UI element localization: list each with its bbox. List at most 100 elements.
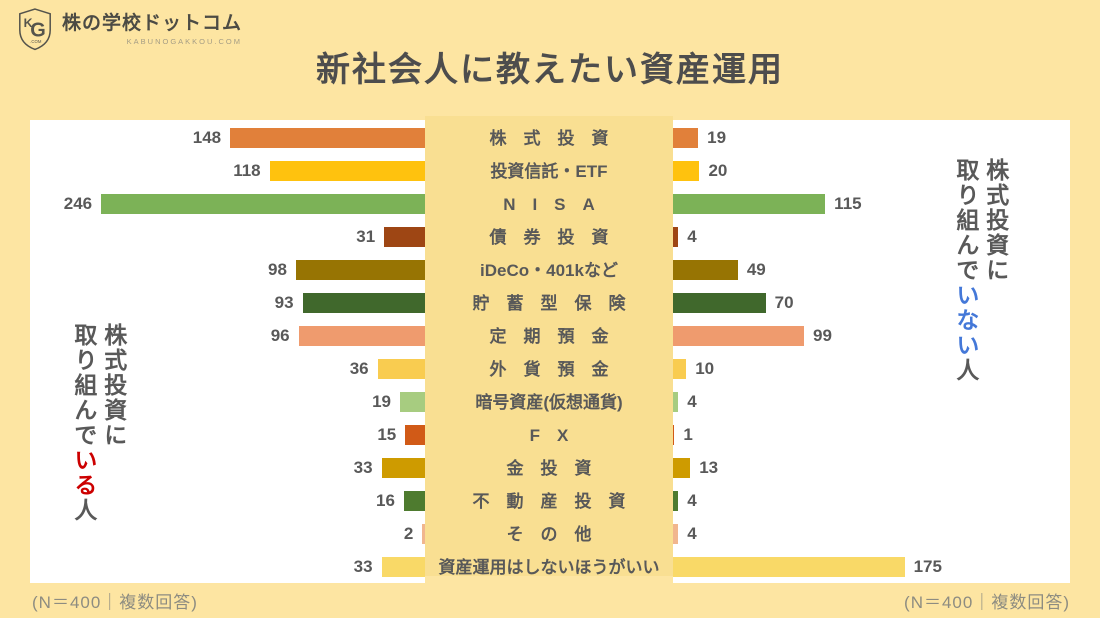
value-label-right: 13 bbox=[699, 457, 719, 477]
bar-left bbox=[230, 127, 425, 148]
value-label-left: 19 bbox=[372, 391, 391, 411]
value-label-right: 99 bbox=[813, 325, 832, 345]
bar-row-right-7: 10 bbox=[673, 352, 1070, 385]
bar-left bbox=[295, 259, 425, 280]
bar-right bbox=[673, 160, 700, 181]
value-label-left: 148 bbox=[192, 127, 222, 147]
bar-right bbox=[673, 457, 691, 478]
value-label-left: 118 bbox=[233, 160, 261, 180]
value-label-right: 10 bbox=[695, 358, 715, 378]
group-label-right-highlight: いない bbox=[952, 283, 979, 358]
value-label-right: 70 bbox=[774, 292, 794, 312]
category-row-2: N I S A bbox=[425, 186, 673, 219]
category-label: 定 期 預 金 bbox=[489, 327, 609, 346]
category-label: 投資信託・ETF bbox=[490, 162, 608, 181]
bar-left bbox=[381, 556, 425, 577]
page-title: 新社会人に教えたい資産運用 bbox=[316, 51, 784, 89]
bar-row-left-7: 36 bbox=[30, 352, 425, 385]
bar-row-right-4: 49 bbox=[673, 253, 1070, 286]
category-row-11: 不 動 産 投 資 bbox=[425, 483, 673, 516]
bar-left bbox=[298, 325, 425, 346]
value-label-right: 1 bbox=[683, 424, 693, 444]
category-label: そ の 他 bbox=[506, 525, 592, 544]
category-label: iDeCo・401kなど bbox=[480, 261, 618, 280]
svg-text:K: K bbox=[24, 16, 33, 30]
bar-row-right-3: 4 bbox=[673, 220, 1070, 253]
bar-left bbox=[302, 292, 425, 313]
bar-row-left-12: 2 bbox=[30, 517, 425, 550]
category-row-4: iDeCo・401kなど bbox=[425, 252, 673, 285]
bar-row-left-3: 31 bbox=[30, 220, 425, 253]
category-row-1: 投資信託・ETF bbox=[425, 153, 673, 186]
left-rows: 148 118 246 31 98 93 96 36 19 15 33 16 2 33 bbox=[30, 120, 425, 583]
category-label: 株 式 投 資 bbox=[489, 129, 609, 148]
logo-text: 株の学校ドットコム KABUNOGAKKOU.COM bbox=[62, 7, 242, 46]
bar-row-left-10: 33 bbox=[30, 451, 425, 484]
category-strip: 株 式 投 資投資信託・ETF N I S A 債 券 投 資 iDeCo・401kな… bbox=[425, 116, 673, 577]
value-label-right: 49 bbox=[746, 259, 766, 279]
bar-row-right-6: 99 bbox=[673, 319, 1070, 352]
bar-row-left-8: 19 bbox=[30, 385, 425, 418]
bar-row-right-1: 20 bbox=[673, 154, 1070, 187]
caption-right: (N＝400｜複数回答) bbox=[904, 593, 1070, 612]
right-rows: 19 20 115 4 49 70 99 10 4 1 13 4 4 175 bbox=[673, 120, 1070, 583]
category-row-10: 金 投 資 bbox=[425, 450, 673, 483]
value-label-right: 20 bbox=[708, 160, 728, 180]
svg-text:G: G bbox=[30, 20, 46, 42]
bar-row-left-13: 33 bbox=[30, 550, 425, 583]
caption-left: (N＝400｜複数回答) bbox=[32, 593, 198, 612]
bar-row-left-11: 16 bbox=[30, 484, 425, 517]
category-row-12: そ の 他 bbox=[425, 516, 673, 549]
category-row-0: 株 式 投 資 bbox=[425, 120, 673, 153]
category-label: 債 券 投 資 bbox=[489, 228, 609, 247]
value-label-right: 19 bbox=[707, 127, 727, 147]
value-label-right: 4 bbox=[687, 490, 697, 510]
shield-monogram-icon: K G .COM bbox=[19, 8, 51, 51]
bar-row-right-10: 13 bbox=[673, 451, 1070, 484]
category-label: 不 動 産 投 資 bbox=[472, 492, 626, 511]
category-label: 暗号資産(仮想通貨) bbox=[475, 393, 623, 412]
bar-left bbox=[422, 523, 425, 544]
bar-row-left-0: 148 bbox=[30, 121, 425, 154]
bar-row-left-2: 246 bbox=[30, 187, 425, 220]
bar-row-right-8: 4 bbox=[673, 385, 1070, 418]
group-label-right-line2: 取り組んでいない人 bbox=[952, 158, 979, 383]
bar-left bbox=[101, 193, 425, 214]
value-label-left: 33 bbox=[353, 556, 373, 576]
category-label: N I S A bbox=[503, 195, 595, 214]
bar-left bbox=[381, 457, 425, 478]
bar-right bbox=[673, 226, 679, 247]
bar-left bbox=[399, 391, 425, 412]
group-label-right: 株式投資に 取り組んでいない人 bbox=[950, 158, 1010, 383]
group-label-left-line1: 株式投資に bbox=[100, 323, 127, 448]
brand-name: 株の学校ドットコム bbox=[62, 13, 243, 34]
value-label-right: 175 bbox=[913, 556, 942, 576]
value-label-left: 33 bbox=[353, 457, 373, 477]
value-label-left: 246 bbox=[63, 193, 93, 213]
bar-right bbox=[673, 193, 826, 214]
value-label-left: 36 bbox=[349, 358, 369, 378]
category-label: F X bbox=[529, 426, 569, 445]
value-label-left: 96 bbox=[270, 325, 290, 345]
bar-left bbox=[377, 358, 425, 379]
bar-right bbox=[673, 523, 679, 544]
category-label: 貯 蓄 型 保 険 bbox=[472, 294, 626, 313]
bar-right bbox=[673, 358, 687, 379]
bar-row-right-11: 4 bbox=[673, 484, 1070, 517]
svg-text:.COM: .COM bbox=[30, 39, 42, 44]
value-label-left: 93 bbox=[274, 292, 294, 312]
bar-right bbox=[673, 424, 675, 445]
value-label-right: 4 bbox=[687, 523, 697, 543]
value-label-left: 16 bbox=[376, 490, 395, 510]
value-label-left: 31 bbox=[356, 226, 376, 246]
category-row-13: 資産運用はしないほうがいい bbox=[425, 549, 673, 582]
bar-row-right-9: 1 bbox=[673, 418, 1070, 451]
group-label-left: 株式投資に 取り組んでいる人 bbox=[68, 323, 128, 523]
bar-row-right-2: 115 bbox=[673, 187, 1070, 220]
group-label-left-highlight: いる bbox=[70, 448, 97, 498]
category-label: 資産運用はしないほうがいい bbox=[438, 558, 660, 577]
value-label-left: 98 bbox=[268, 259, 287, 279]
bar-row-right-13: 175 bbox=[673, 550, 1070, 583]
category-row-7: 外 貨 預 金 bbox=[425, 351, 673, 384]
brand-domain: KABUNOGAKKOU.COM bbox=[126, 36, 243, 46]
